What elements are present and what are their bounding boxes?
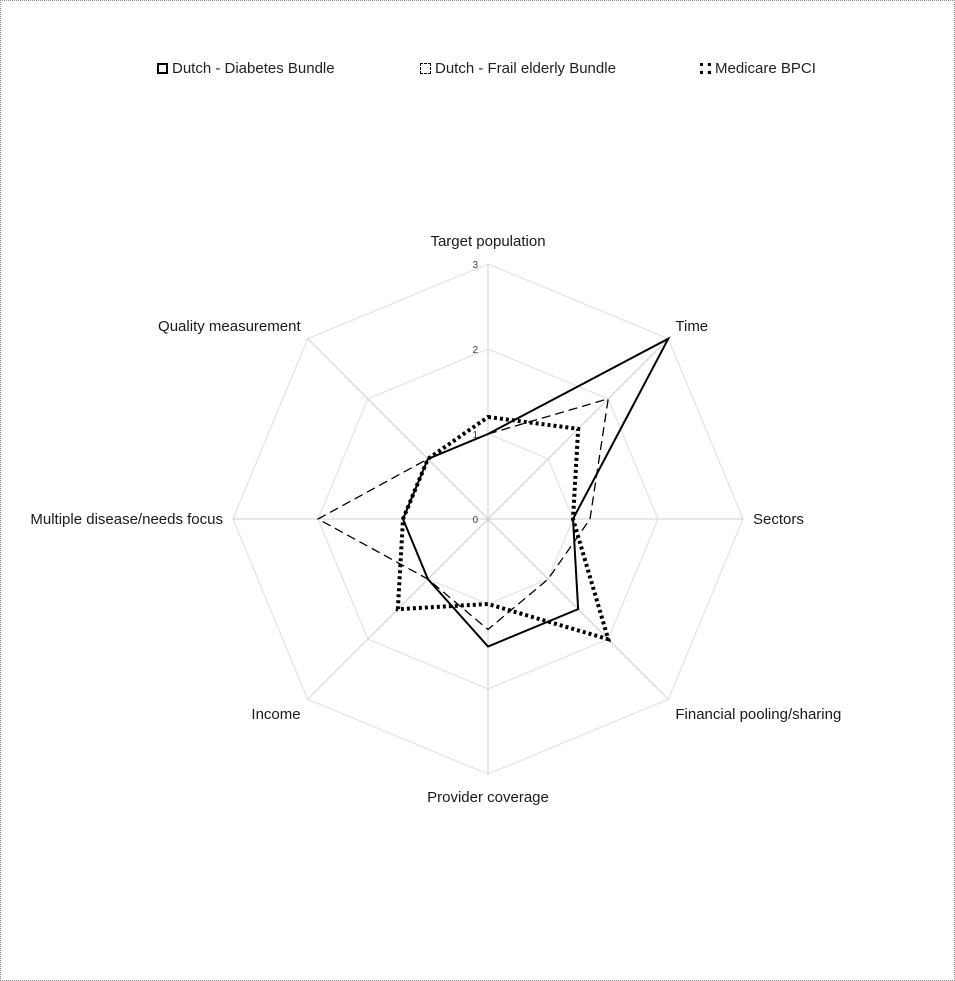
axis-label: Multiple disease/needs focus bbox=[30, 511, 223, 528]
legend-label: Dutch - Diabetes Bundle bbox=[172, 60, 335, 77]
axis-label: Quality measurement bbox=[158, 318, 301, 335]
legend-label: Medicare BPCI bbox=[715, 60, 816, 77]
legend-label: Dutch - Frail elderly Bundle bbox=[435, 60, 616, 77]
tick-label: 0 bbox=[472, 515, 478, 526]
legend-swatch-dotted bbox=[700, 63, 711, 74]
axis-label: Sectors bbox=[753, 511, 804, 528]
tick-label: 3 bbox=[472, 260, 478, 271]
axis-label: Target population bbox=[430, 233, 545, 250]
series-line bbox=[316, 397, 610, 631]
series-group bbox=[316, 336, 671, 648]
axis-labels: 0 1 2 3 Target population Time Sectors Financia… bbox=[30, 233, 841, 806]
axis-label: Provider coverage bbox=[427, 789, 549, 806]
chart-legend: Dutch - Diabetes Bundle Dutch - Frail el… bbox=[0, 60, 955, 84]
legend-item-diabetes: Dutch - Diabetes Bundle bbox=[157, 60, 335, 77]
tick-label: 2 bbox=[472, 345, 478, 356]
series-line bbox=[401, 336, 671, 648]
legend-swatch-dashed bbox=[420, 63, 431, 74]
legend-item-medicare: Medicare BPCI bbox=[700, 60, 816, 77]
axis-spoke bbox=[307, 338, 489, 520]
legend-item-frail-elderly: Dutch - Frail elderly Bundle bbox=[420, 60, 616, 77]
axis-label: Time bbox=[675, 318, 708, 335]
legend-swatch-solid bbox=[157, 63, 168, 74]
series-line bbox=[395, 414, 612, 643]
tick-label: 1 bbox=[472, 430, 478, 441]
axis-label: Income bbox=[251, 706, 300, 723]
axis-label: Financial pooling/sharing bbox=[675, 706, 841, 723]
